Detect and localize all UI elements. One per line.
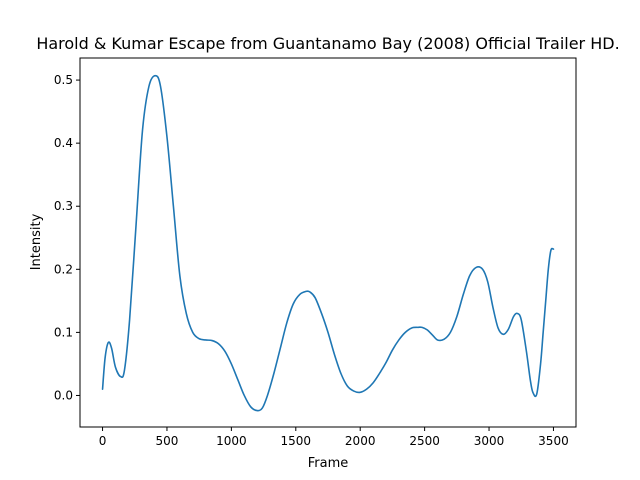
x-tick-label: 2500 — [409, 434, 440, 448]
y-tick-label: 0.4 — [54, 136, 73, 150]
series-layer — [101, 74, 555, 412]
x-axis-label: Frame — [308, 456, 349, 471]
x-tick-label: 0 — [99, 434, 107, 448]
x-tick-label: 1500 — [281, 434, 312, 448]
y-tick-label: 0.0 — [54, 388, 73, 402]
y-tick-label: 0.5 — [54, 73, 73, 87]
y-axis-label: Intensity — [29, 213, 44, 270]
series-line — [101, 74, 555, 412]
y-tick-label: 0.1 — [54, 325, 73, 339]
x-tick-label: 500 — [156, 434, 179, 448]
x-axis: 0 500 1000 1500 2000 2500 3000 3500 — [99, 427, 569, 448]
plot-area — [80, 58, 576, 427]
x-tick-label: 3000 — [474, 434, 505, 448]
x-tick-label: 1000 — [216, 434, 247, 448]
x-tick-label: 3500 — [538, 434, 569, 448]
x-tick-label: 2000 — [345, 434, 376, 448]
chart-title: Harold & Kumar Escape from Guantanamo Ba… — [36, 34, 619, 53]
y-tick-label: 0.2 — [54, 262, 73, 276]
y-tick-label: 0.3 — [54, 199, 73, 213]
plot-frame — [79, 57, 577, 428]
y-axis: 0.0 0.1 0.2 0.3 0.4 0.5 — [54, 73, 80, 402]
